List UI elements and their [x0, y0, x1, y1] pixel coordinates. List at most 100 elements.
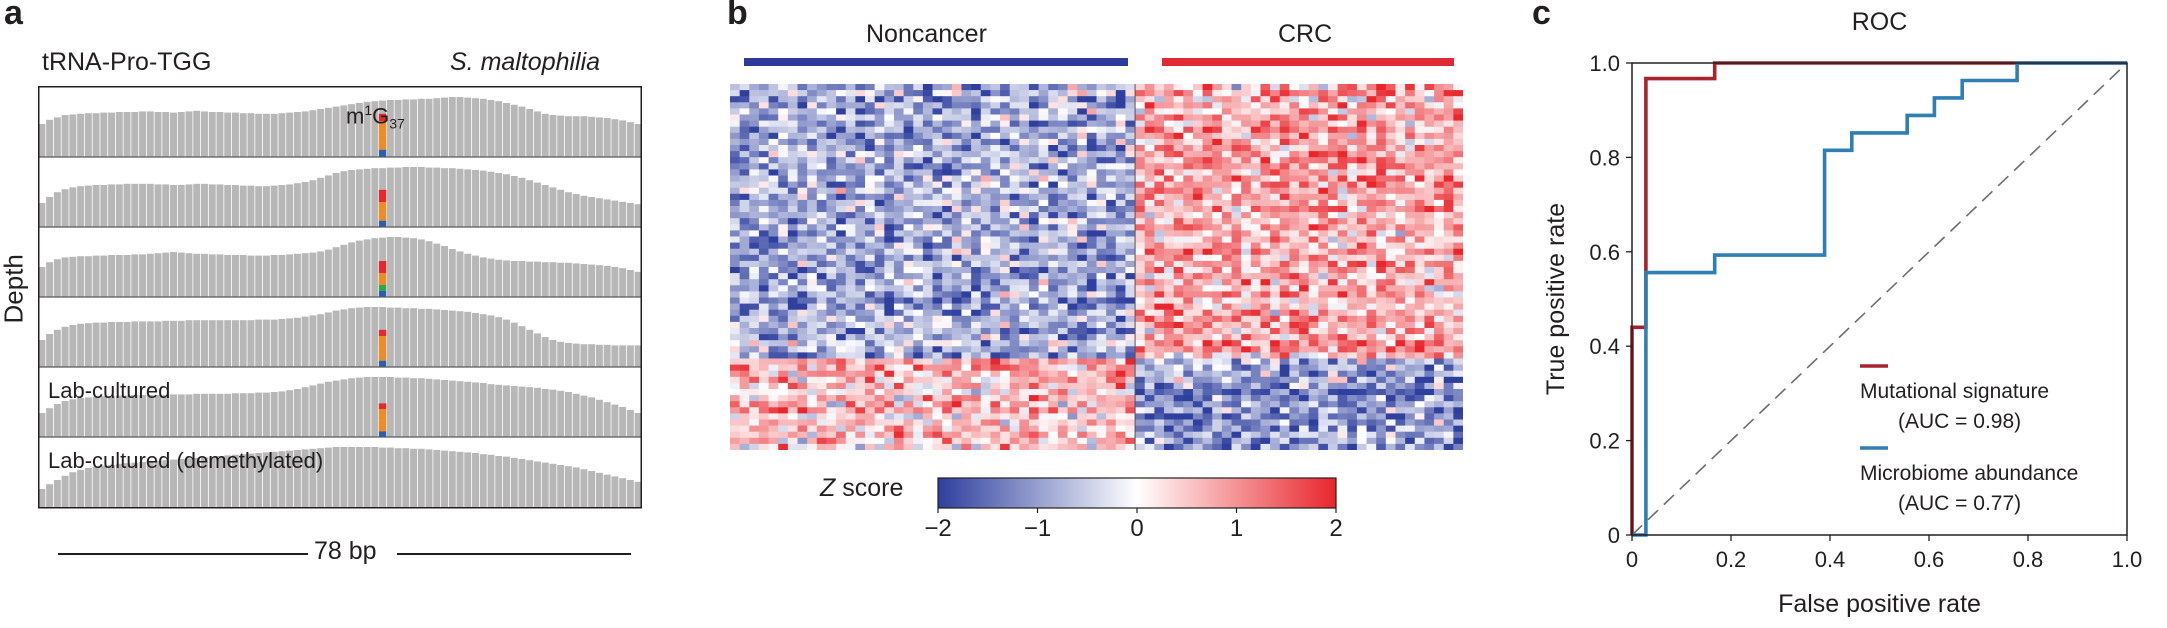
coverage-bar: [595, 472, 603, 507]
heatmap-cell: [826, 169, 837, 176]
heatmap-cell: [855, 187, 866, 195]
heatmap-cell: [1318, 236, 1329, 243]
heatmap-cell: [739, 169, 750, 176]
heatmap-cell: [836, 96, 847, 103]
coverage-bar: [46, 119, 54, 157]
heatmap-cell: [816, 346, 827, 353]
heatmap-cell: [865, 242, 875, 249]
heatmap-cell: [1327, 267, 1338, 274]
heatmap-cell: [922, 315, 933, 323]
heatmap-cell: [855, 181, 866, 188]
heatmap-cell: [1241, 401, 1252, 408]
heatmap-cell: [1356, 126, 1367, 134]
heatmap-cell: [1241, 437, 1252, 445]
heatmap-cell: [1028, 242, 1039, 249]
heatmap-cell: [739, 206, 750, 213]
heatmap-cell: [758, 334, 769, 341]
heatmap-cell: [1173, 175, 1184, 182]
heatmap-cell: [1173, 401, 1184, 408]
heatmap-cell: [874, 431, 885, 439]
heatmap-cell: [980, 382, 991, 390]
heatmap-cell: [1250, 96, 1261, 103]
coverage-bar: [603, 344, 611, 367]
heatmap-cell: [1048, 321, 1059, 329]
heatmap-cell: [1135, 315, 1146, 323]
heatmap-cell: [758, 248, 769, 256]
heatmap-cell: [1028, 334, 1039, 341]
heatmap-cell: [1453, 328, 1463, 335]
heatmap-cell: [1270, 181, 1281, 188]
group-label-noncancer: Noncancer: [866, 20, 987, 48]
coverage-bar: [77, 256, 85, 297]
heatmap-cell: [807, 437, 818, 445]
heatmap-cell: [778, 260, 789, 268]
heatmap-cell: [913, 370, 924, 378]
coverage-bar: [541, 462, 549, 507]
heatmap-cell: [836, 437, 847, 445]
heatmap-cell: [730, 248, 740, 256]
heatmap-cell: [1289, 431, 1300, 439]
heatmap-cell: [932, 389, 943, 396]
heatmap-cell: [855, 108, 866, 115]
heatmap-cell: [1019, 425, 1030, 432]
heatmap-cell: [932, 419, 943, 426]
heatmap-cell: [1347, 321, 1358, 329]
heatmap-cell: [971, 401, 982, 408]
heatmap-cell: [1231, 291, 1242, 298]
heatmap-cell: [942, 242, 953, 249]
heatmap-cell: [855, 419, 866, 426]
length-scale-line-left: [58, 553, 308, 555]
heatmap-cell: [990, 224, 1001, 231]
coverage-bar: [572, 343, 580, 367]
heatmap-cell: [1221, 334, 1232, 341]
heatmap-cell: [1086, 267, 1097, 274]
heatmap-cell: [1241, 108, 1252, 115]
heatmap-cell: [1424, 285, 1435, 292]
heatmap-cell: [1231, 230, 1242, 237]
coverage-bar: [425, 167, 433, 227]
heatmap-cell: [1164, 242, 1174, 249]
heatmap-cell: [1376, 138, 1387, 146]
heatmap-cell: [1000, 321, 1010, 329]
coverage-bar: [394, 307, 402, 367]
heatmap-cell: [749, 108, 760, 115]
heatmap-cell: [1231, 315, 1242, 323]
heatmap-cell: [1135, 382, 1146, 390]
coverage-bar: [332, 173, 340, 227]
heatmap-cell: [1405, 224, 1416, 231]
heatmap-cell: [730, 175, 740, 182]
heatmap-cell: [1164, 340, 1174, 347]
heatmap-cell: [1019, 242, 1030, 249]
heatmap-cell: [1115, 364, 1126, 371]
heatmap-cell: [1077, 90, 1088, 97]
heatmap-cell: [932, 413, 943, 420]
heatmap-cell: [836, 132, 847, 140]
heatmap-cell: [1154, 236, 1165, 243]
heatmap-cell: [1125, 84, 1136, 91]
heatmap-cell: [1086, 193, 1097, 201]
heatmap-cell: [980, 260, 991, 268]
heatmap-cell: [1453, 273, 1463, 280]
heatmap-cell: [1385, 212, 1396, 219]
heatmap-cell: [1202, 413, 1213, 420]
heatmap-cell: [1318, 230, 1329, 237]
heatmap-cell: [1154, 291, 1165, 298]
heatmap-cell: [1318, 96, 1329, 103]
heatmap-cell: [1173, 199, 1184, 207]
heatmap-cell: [922, 96, 933, 103]
heatmap-cell: [1135, 230, 1146, 237]
heatmap-cell: [816, 413, 827, 420]
heatmap-cell: [971, 242, 982, 249]
heatmap-cell: [1376, 96, 1387, 103]
heatmap-cell: [739, 352, 750, 359]
heatmap-cell: [1395, 230, 1406, 237]
heatmap-cell: [1424, 328, 1435, 335]
coverage-bar: [417, 239, 425, 297]
heatmap-cell: [1356, 84, 1367, 91]
heatmap-cell: [1125, 151, 1136, 158]
heatmap-cell: [1000, 187, 1010, 195]
heatmap-cell: [1212, 187, 1223, 195]
heatmap-cell: [1308, 218, 1319, 225]
heatmap-cell: [1356, 193, 1367, 201]
heatmap-cell: [1135, 114, 1146, 121]
